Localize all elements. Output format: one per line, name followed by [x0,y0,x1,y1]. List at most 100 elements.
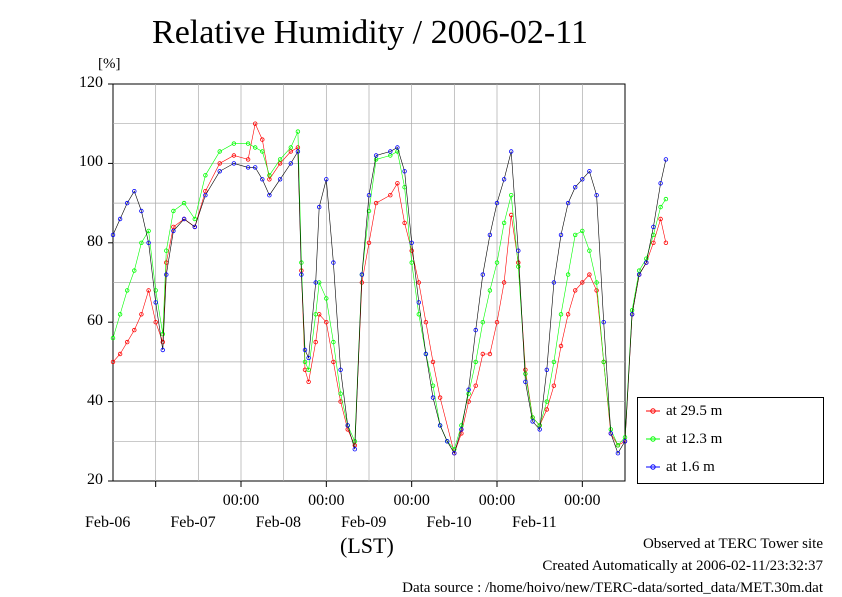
y-tick-label: 60 [87,312,103,330]
legend-item-12-3m: at 12.3 m [646,429,722,449]
data-point [565,200,571,206]
data-point [501,177,507,182]
y-axis-unit-label: [%] [98,56,121,72]
data-point [139,208,144,214]
data-point [530,419,535,424]
data-point [558,343,564,349]
data-point [651,224,656,230]
data-point [437,395,443,400]
data-point [231,153,237,158]
data-point [117,312,123,317]
data-point [445,439,450,444]
data-point [306,367,311,372]
data-point [558,232,564,238]
data-point [260,177,265,182]
data-point [306,379,311,384]
chart-title: Relative Humidity / 2006-02-11 [152,14,588,51]
data-point [615,443,621,448]
data-point [423,351,429,357]
data-point [416,300,421,305]
data-point [331,260,336,265]
data-point [181,216,187,222]
data-point [494,260,500,265]
data-point [573,232,578,238]
data-point [601,320,606,325]
data-point [302,347,308,353]
data-point [160,331,165,337]
data-point [416,280,421,285]
data-point [313,312,318,317]
data-point [423,320,429,325]
data-point [260,149,265,154]
x-time-label: 00:00 [223,492,259,509]
data-point [430,395,436,400]
data-point [299,272,304,277]
data-point [132,268,137,273]
legend: at 29.5 m at 12.3 m at 1.6 m [637,397,824,484]
data-point [663,196,669,202]
data-point [594,192,599,198]
x-time-label: 00:00 [393,492,429,509]
data-point [551,383,557,388]
x-date-label: Feb-11 [512,514,557,531]
data-point [580,177,585,182]
data-point [277,177,283,182]
data-point [295,129,301,134]
data-point [608,431,613,436]
data-point [523,371,528,376]
data-point [267,192,272,198]
legend-swatch-green-icon [646,436,660,442]
data-point [313,339,318,345]
x-axis-label: (LST) [340,533,394,558]
data-point [217,149,222,154]
data-point [245,165,251,170]
y-tick-label: 100 [79,153,103,171]
data-point [658,204,663,210]
data-point [110,359,116,365]
data-point [146,228,151,234]
data-point [231,141,237,146]
data-point [459,431,464,436]
legend-item-1-6m: at 1.6 m [646,457,715,477]
data-point [139,240,144,245]
data-point [313,280,318,285]
data-point [551,359,557,365]
data-point [658,216,663,222]
data-point [558,312,564,317]
data-point [409,248,414,253]
data-point [110,232,116,238]
data-point [516,264,521,269]
data-point [117,216,123,222]
data-point [132,327,137,333]
x-time-label: 00:00 [308,492,344,509]
data-point [153,300,158,305]
data-point [452,451,457,456]
legend-label: at 29.5 m [666,402,723,419]
data-point [324,320,329,325]
data-point [573,288,578,293]
data-point [324,296,329,301]
data-point [523,379,528,384]
footer-created: Created Automatically at 2006-02-11/23:3… [542,558,823,574]
data-point [494,200,500,206]
data-point [366,192,372,198]
data-point [110,335,116,341]
data-point [509,192,514,198]
y-tick-label: 20 [87,471,103,488]
data-point [338,367,343,372]
data-point [480,272,485,277]
data-point [288,145,293,150]
data-point [295,149,301,154]
data-point [306,355,311,361]
data-point [124,200,130,206]
y-tick-label: 80 [87,232,103,250]
data-point [622,439,628,444]
data-point [501,220,507,226]
footer-source: Data source : /home/hoivo/new/TERC-data/… [402,580,823,596]
x-date-label: Feb-10 [426,514,471,531]
legend-label: at 12.3 m [666,430,723,447]
data-point [594,288,599,293]
data-point [388,192,393,198]
data-point [473,383,478,388]
footer-observed: Observed at TERC Tower site [642,536,823,552]
